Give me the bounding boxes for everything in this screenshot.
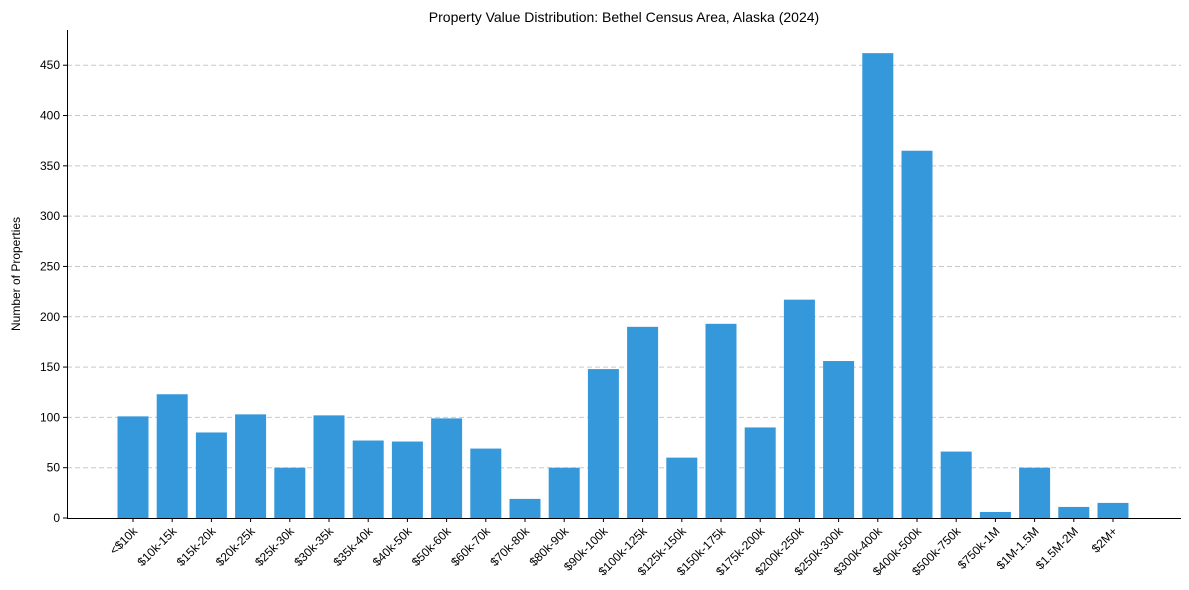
bars bbox=[117, 53, 1129, 519]
bar bbox=[627, 326, 659, 518]
y-axis-ticks: 0 50 100 150 200 250 300 350 400 450 bbox=[40, 58, 67, 525]
bar bbox=[783, 299, 815, 518]
y-tick-label: 250 bbox=[40, 259, 60, 273]
x-tick-label: $70k-80k bbox=[487, 524, 533, 570]
x-axis-ticks: <$10k$10k-15k$15k-20k$20k-25k$25k-30k$30… bbox=[107, 518, 1120, 578]
x-tick-label: <$10k bbox=[107, 524, 141, 558]
x-tick-label: $10k-15k bbox=[135, 524, 181, 570]
y-axis-title: Number of Properties bbox=[9, 217, 23, 331]
bar bbox=[901, 150, 933, 519]
x-tick-label: $35k-40k bbox=[331, 524, 377, 570]
bar bbox=[509, 498, 541, 518]
grid-lines bbox=[67, 64, 1181, 469]
bar bbox=[235, 414, 267, 518]
x-tick-label: $40k-50k bbox=[370, 524, 416, 570]
bar bbox=[548, 467, 580, 518]
bar bbox=[1097, 502, 1129, 518]
x-tick-label: $25k-30k bbox=[252, 524, 298, 570]
bar bbox=[862, 53, 894, 518]
y-tick-label: 300 bbox=[40, 209, 60, 223]
bar bbox=[979, 511, 1011, 518]
bar bbox=[391, 441, 423, 518]
bar bbox=[470, 448, 502, 518]
y-tick-label: 0 bbox=[53, 511, 60, 525]
bar bbox=[117, 416, 149, 518]
chart-title: Property Value Distribution: Bethel Cens… bbox=[429, 9, 819, 25]
y-tick-label: 100 bbox=[40, 410, 60, 424]
bar bbox=[940, 451, 972, 518]
bar bbox=[666, 457, 698, 518]
x-tick-label: $60k-70k bbox=[448, 524, 494, 570]
x-tick-label: $50k-60k bbox=[409, 524, 455, 570]
bar bbox=[156, 394, 188, 518]
bar bbox=[744, 427, 776, 518]
bar bbox=[705, 323, 737, 518]
bar bbox=[313, 415, 345, 518]
y-tick-label: 150 bbox=[40, 360, 60, 374]
bar bbox=[431, 418, 463, 518]
bar bbox=[1019, 467, 1051, 518]
bar bbox=[823, 361, 855, 518]
x-tick-label: $15k-20k bbox=[174, 524, 220, 570]
bar bbox=[1058, 506, 1090, 518]
bar bbox=[352, 440, 384, 518]
y-tick-label: 50 bbox=[47, 461, 61, 475]
x-tick-label: $2M+ bbox=[1089, 524, 1120, 555]
y-tick-label: 450 bbox=[40, 58, 60, 72]
bar bbox=[274, 467, 306, 518]
x-tick-label: $1.5M-2M bbox=[1033, 524, 1081, 572]
y-tick-label: 350 bbox=[40, 159, 60, 173]
x-tick-label: $30k-35k bbox=[291, 524, 337, 570]
bar bbox=[587, 369, 619, 518]
y-tick-label: 200 bbox=[40, 310, 60, 324]
x-tick-label: $20k-25k bbox=[213, 524, 259, 570]
bar bbox=[195, 432, 227, 518]
y-tick-label: 400 bbox=[40, 109, 60, 123]
